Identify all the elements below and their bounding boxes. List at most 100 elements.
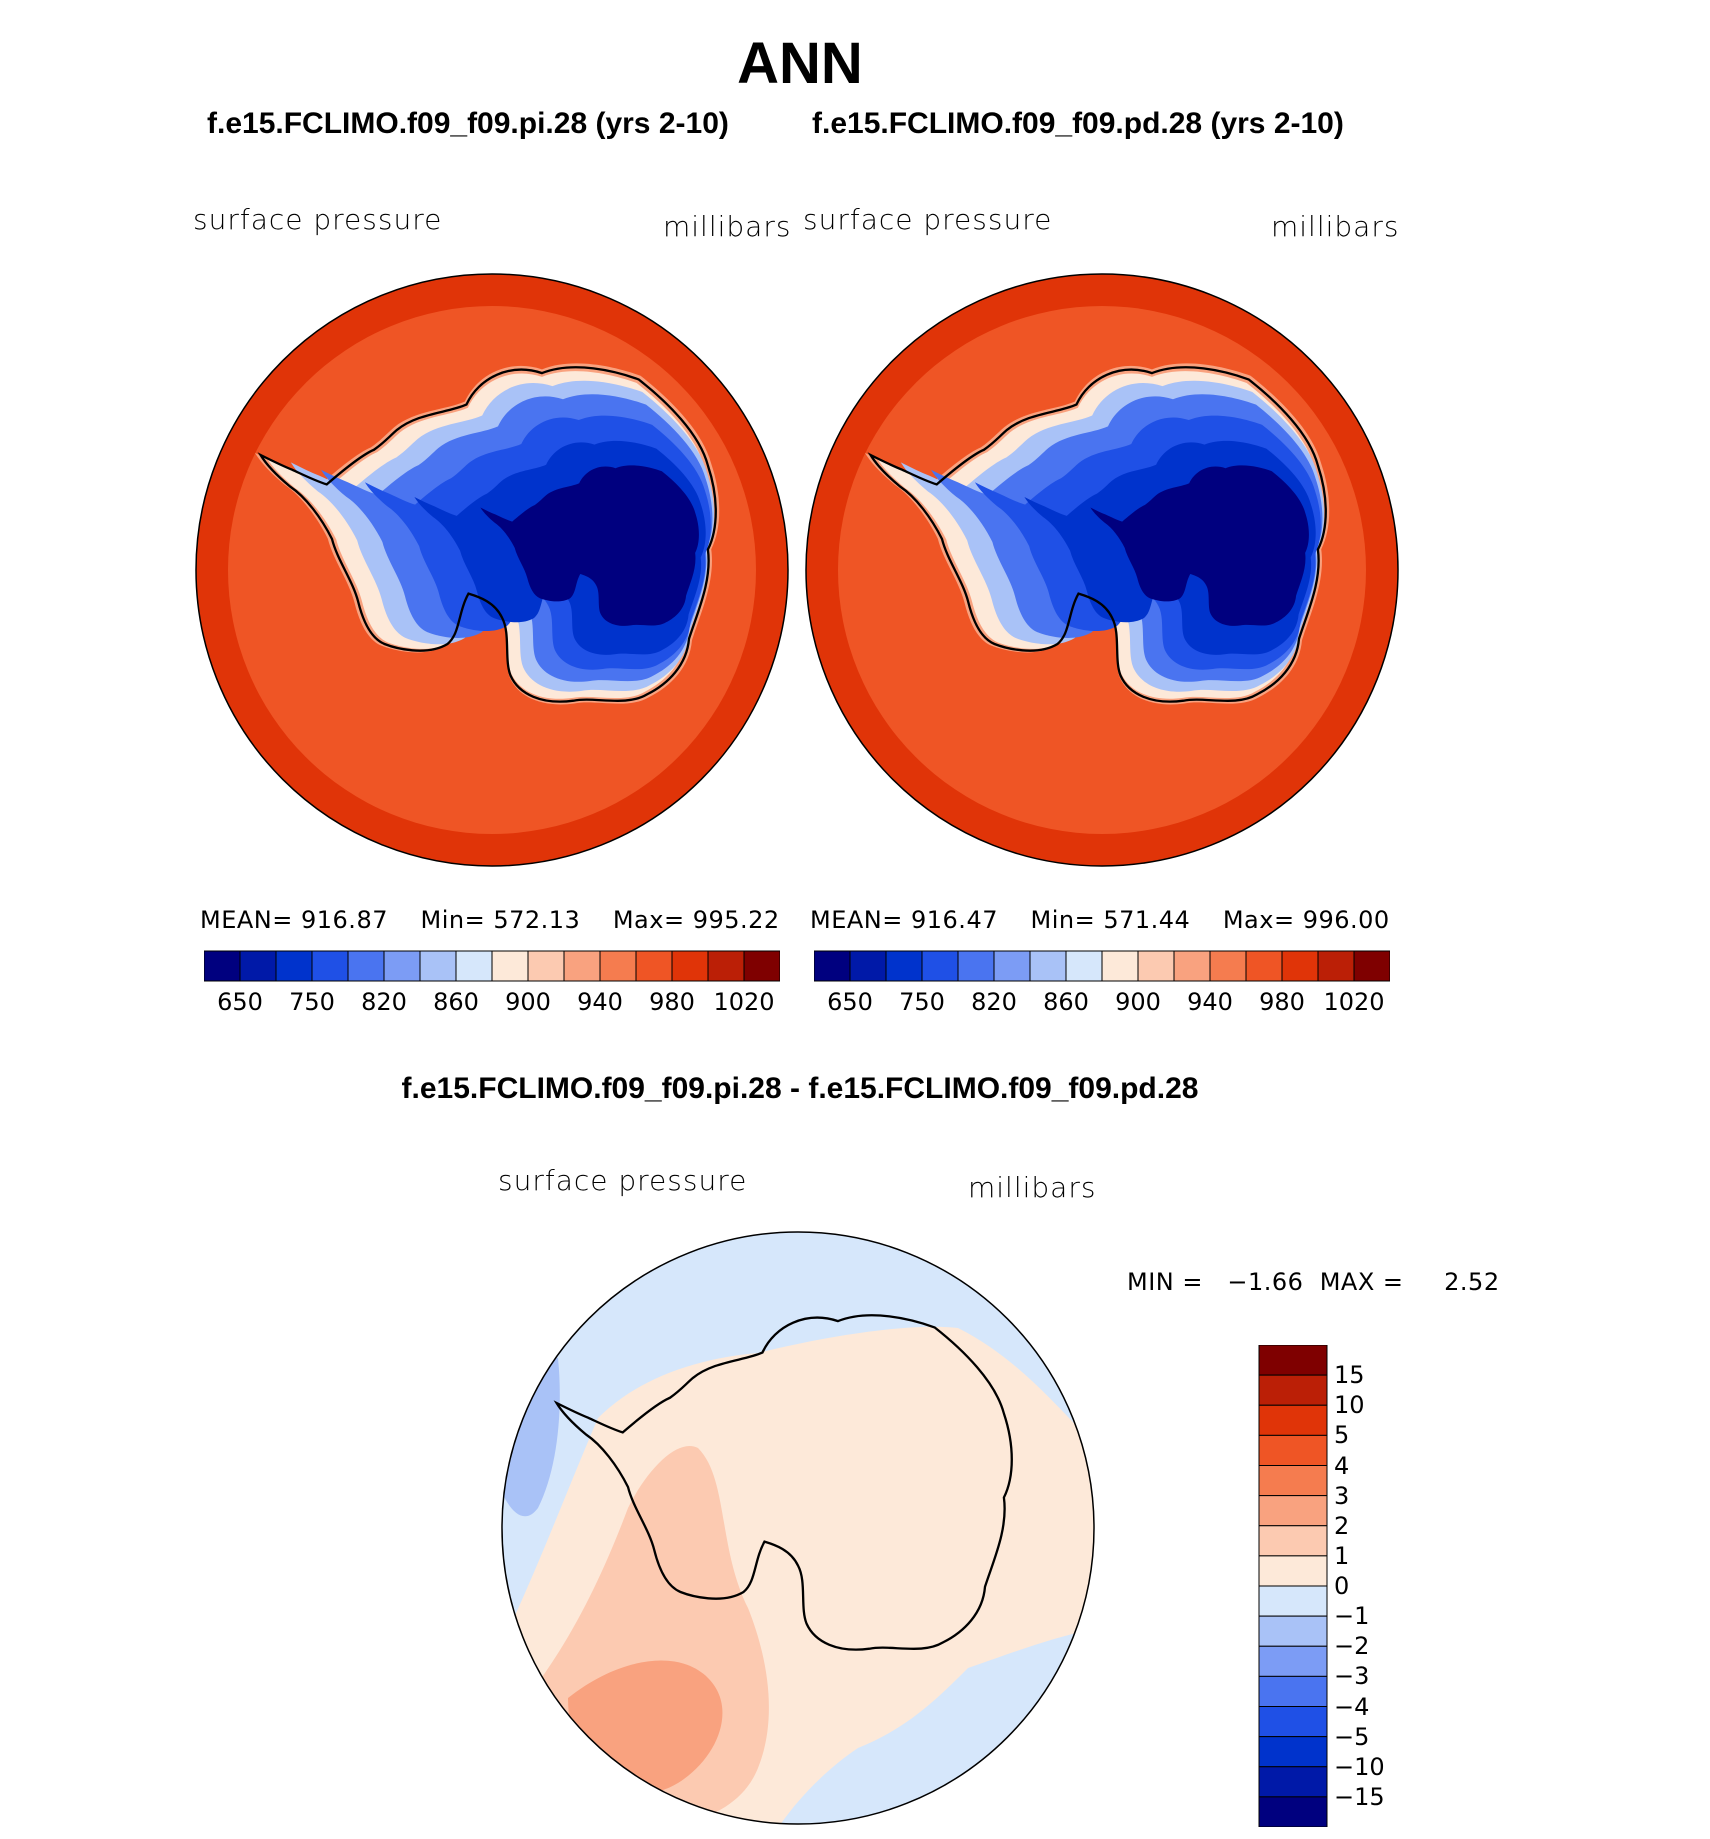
colorbar-tick-label: 4 [1334,1451,1350,1480]
colorbar-segment [1029,950,1067,982]
min-value: 572.13 [493,906,581,934]
colorbar-tick-label: 860 [433,988,479,1016]
mean-label: MEAN= [200,906,293,934]
colorbar-segment [957,950,995,982]
diff-minmax: MIN = −1.66 MAX = 2.52 [1127,1268,1500,1296]
colorbar-tick-label: −10 [1334,1752,1385,1781]
colorbar-segment [635,950,673,982]
colorbar-segment [849,950,887,982]
colorbar-segment [1137,950,1175,982]
colorbar-tick-label: 650 [827,988,873,1016]
colorbar-segment [491,950,529,982]
max-value: 2.52 [1444,1268,1500,1296]
colorbar-segment [1281,950,1319,982]
colorbar-segment [239,950,277,982]
colorbar-segment [455,950,493,982]
colorbar-tick-label: 820 [361,988,407,1016]
colorbar-tick-label: 1020 [1323,988,1385,1016]
colorbar-segment [204,950,241,982]
difference-title: f.e15.FCLIMO.f09_f09.pi.28 - f.e15.FCLIM… [401,1072,1199,1105]
units-label-right: millibars [1271,210,1400,243]
mean-label: MEAN= [810,906,903,934]
colorbar-tick-label: −4 [1334,1692,1370,1721]
colorbar-segment [1101,950,1139,982]
max-label: Max= [612,906,685,934]
colorbar-segment [1317,950,1355,982]
colorbar-segment [383,950,421,982]
mean-value: 916.87 [301,906,388,934]
main-title: ANN [737,31,863,96]
colorbar-tick-label: −15 [1334,1782,1385,1811]
colorbar-segment [814,950,851,982]
units-label-diff: millibars [968,1171,1097,1204]
colorbar-tick-label: 0 [1334,1572,1350,1600]
colorbar-segment [1258,1374,1328,1406]
colorbar-tick-label: 10 [1334,1391,1365,1420]
colorbar-tick-label: 900 [505,988,551,1016]
min-value: −1.66 [1227,1268,1304,1296]
colorbar-segment [1258,1736,1328,1768]
colorbar-tick-label: 940 [577,988,623,1016]
colorbar-segment [1258,1345,1328,1376]
units-label-left: millibars [663,210,792,243]
max-value: 995.22 [692,906,780,934]
polar-map-left [195,273,789,867]
colorbar-segment [1258,1766,1328,1798]
colorbar-segment [1258,1555,1328,1587]
colorbar-segment [885,950,923,982]
colorbar-segment [707,950,745,982]
max-value: 996.00 [1302,906,1390,934]
colorbar-tick-label: 650 [217,988,263,1016]
colorbar-tick-label: 820 [971,988,1017,1016]
colorbar-tick-label: 3 [1334,1481,1350,1510]
polar-map-difference [501,1231,1095,1825]
colorbar-segment [921,950,959,982]
colorbar-segment [527,950,565,982]
colorbar-segment [1258,1675,1328,1707]
colorbar-tick-label: 980 [1259,988,1305,1016]
colorbar-tick-label: −1 [1334,1602,1370,1631]
colorbar-tick-label: 5 [1334,1421,1350,1450]
colorbar-segment [275,950,313,982]
colorbar-segment [419,950,457,982]
colorbar-segment [743,950,780,982]
variable-label-right: surface pressure [803,203,1053,236]
colorbar-segment [1245,950,1283,982]
colorbar-segment [1258,1404,1328,1436]
colorbar-segment [1258,1525,1328,1557]
mean-value: 916.47 [911,906,998,934]
colorbar-tick-label: −5 [1334,1722,1370,1751]
colorbar-segment [1258,1645,1328,1677]
variable-label-left: surface pressure [193,203,443,236]
variable-label-diff: surface pressure [498,1164,748,1197]
min-label: Min= [1030,906,1096,934]
colorbar-segment [1173,950,1211,982]
colorbar-tick-label: 900 [1115,988,1161,1016]
colorbar-tick-label: 15 [1334,1361,1365,1390]
colorbar-difference [1258,1345,1328,1827]
colorbar-right [814,950,1390,982]
stats-right: MEAN= 916.47 Min= 571.44 Max= 996.00 [810,906,1390,934]
colorbar-segment [1258,1495,1328,1527]
colorbar-segment [1258,1434,1328,1466]
colorbar-tick-label: 750 [899,988,945,1016]
colorbar-segment [311,950,349,982]
colorbar-tick-label: −2 [1334,1632,1370,1661]
colorbar-tick-label: −3 [1334,1662,1370,1691]
colorbar-segment [1209,950,1247,982]
colorbar-segment [1258,1796,1328,1827]
colorbar-segment [347,950,385,982]
colorbar-tick-label: 940 [1187,988,1233,1016]
max-label: MAX = [1319,1268,1404,1296]
min-value: 571.44 [1103,906,1191,934]
stats-left: MEAN= 916.87 Min= 572.13 Max= 995.22 [200,906,780,934]
colorbar-tick-label: 2 [1334,1511,1350,1540]
colorbar-segment [1258,1706,1328,1738]
colorbar-tick-label: 980 [649,988,695,1016]
polar-map-right [805,273,1399,867]
colorbar-segment [563,950,601,982]
colorbar-tick-label: 1 [1334,1541,1350,1570]
min-label: MIN = [1127,1268,1203,1296]
max-label: Max= [1222,906,1295,934]
colorbar-segment [599,950,637,982]
